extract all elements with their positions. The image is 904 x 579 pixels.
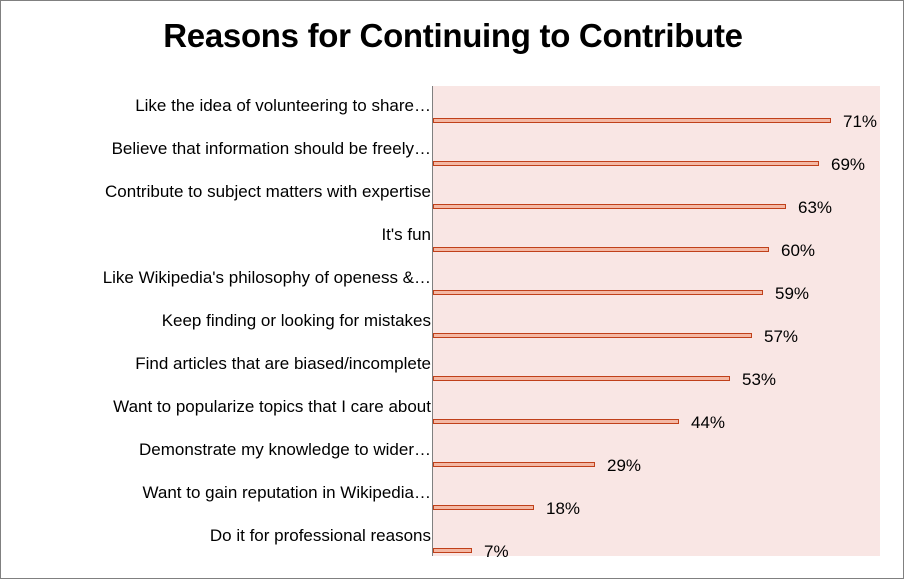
category-label: Contribute to subject matters with exper… [105,182,431,202]
bar [433,419,679,424]
value-label: 60% [781,241,815,261]
bar [433,247,769,252]
bar [433,118,831,123]
bar [433,548,472,553]
chart-title: Reasons for Continuing to Contribute [1,17,904,55]
category-label: Demonstrate my knowledge to wider… [139,440,431,460]
value-label: 7% [484,542,509,562]
value-label: 18% [546,499,580,519]
value-label: 53% [742,370,776,390]
category-label: Like the idea of volunteering to share… [135,96,431,116]
value-label: 69% [831,155,865,175]
y-axis-line [432,86,433,556]
category-label: Want to gain reputation in Wikipedia… [142,483,431,503]
bar [433,204,786,209]
value-label: 29% [607,456,641,476]
bar [433,376,730,381]
category-label: Believe that information should be freel… [112,139,431,159]
value-label: 63% [798,198,832,218]
category-label: Find articles that are biased/incomplete [135,354,431,374]
bar [433,462,595,467]
value-label: 44% [691,413,725,433]
value-label: 59% [775,284,809,304]
plot-area [433,86,880,556]
bar [433,505,534,510]
category-label: It's fun [381,225,431,245]
bar [433,333,752,338]
category-label: Do it for professional reasons [210,526,431,546]
category-label: Want to popularize topics that I care ab… [113,397,431,417]
value-label: 71% [843,112,877,132]
category-label: Keep finding or looking for mistakes [162,311,431,331]
value-label: 57% [764,327,798,347]
bar [433,290,763,295]
bar [433,161,819,166]
category-label: Like Wikipedia's philosophy of openess &… [103,268,431,288]
